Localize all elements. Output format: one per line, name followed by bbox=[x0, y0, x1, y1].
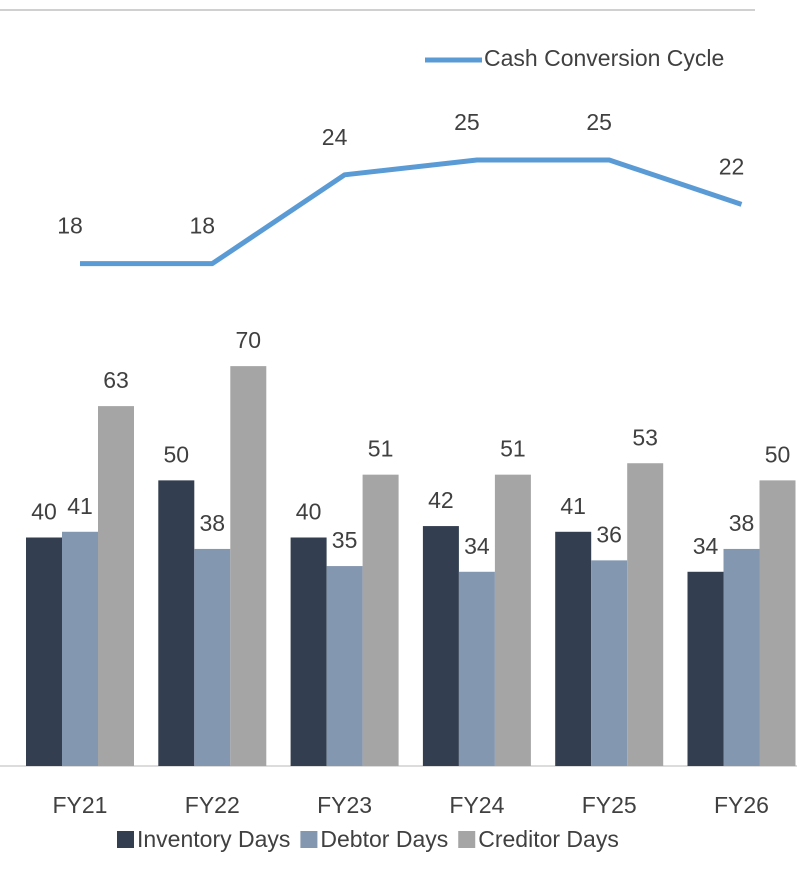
bar bbox=[158, 480, 195, 766]
x-tick-label: FY26 bbox=[714, 792, 769, 818]
bar bbox=[555, 531, 592, 766]
data-label: 34 bbox=[693, 533, 719, 559]
data-label: 53 bbox=[632, 424, 658, 450]
bar bbox=[98, 406, 134, 766]
legend-label: Inventory Days bbox=[137, 826, 290, 852]
data-label: 51 bbox=[500, 436, 526, 462]
bar bbox=[759, 480, 796, 766]
bar bbox=[194, 548, 231, 766]
data-label: 63 bbox=[103, 367, 129, 393]
bar bbox=[494, 474, 531, 766]
data-label: 42 bbox=[428, 487, 454, 513]
data-label: 51 bbox=[368, 436, 394, 462]
legend-label: Cash Conversion Cycle bbox=[484, 45, 724, 71]
x-tick-label: FY25 bbox=[582, 792, 637, 818]
line bbox=[80, 157, 743, 267]
legend-label: Creditor Days bbox=[478, 826, 619, 852]
data-label: 41 bbox=[67, 493, 93, 519]
data-label: 40 bbox=[296, 499, 322, 525]
bar bbox=[62, 531, 98, 766]
data-label: 38 bbox=[729, 510, 755, 536]
data-label: 25 bbox=[454, 109, 480, 135]
bar bbox=[362, 474, 399, 766]
data-label: 34 bbox=[464, 533, 490, 559]
data-label: 40 bbox=[31, 499, 57, 525]
x-tick-label: FY24 bbox=[449, 792, 504, 818]
bar bbox=[326, 566, 363, 766]
bar bbox=[26, 537, 62, 766]
bar bbox=[458, 571, 495, 766]
x-tick-label: FY21 bbox=[53, 792, 108, 818]
data-label: 18 bbox=[57, 213, 83, 239]
data-label: 41 bbox=[560, 493, 586, 519]
bar bbox=[591, 560, 628, 766]
bar bbox=[723, 548, 760, 766]
data-label: 25 bbox=[586, 109, 612, 135]
bar bbox=[290, 537, 327, 766]
data-label: 70 bbox=[236, 327, 262, 353]
legend-swatch bbox=[300, 831, 318, 848]
data-label: 38 bbox=[200, 510, 226, 536]
bar bbox=[422, 526, 459, 766]
x-tick-label: FY23 bbox=[317, 792, 372, 818]
legend-label: Debtor Days bbox=[320, 826, 448, 852]
x-tick-label: FY22 bbox=[185, 792, 240, 818]
data-label: 36 bbox=[596, 521, 622, 547]
bar bbox=[687, 571, 724, 766]
data-label: 35 bbox=[332, 527, 358, 553]
data-label: 22 bbox=[719, 153, 745, 179]
data-label: 24 bbox=[322, 124, 348, 150]
bar bbox=[230, 366, 267, 766]
legend-swatch bbox=[458, 831, 476, 848]
data-label: 18 bbox=[190, 213, 216, 239]
data-label: 50 bbox=[765, 441, 791, 467]
data-label: 50 bbox=[164, 441, 190, 467]
bar bbox=[627, 463, 664, 766]
legend-swatch bbox=[117, 831, 134, 848]
